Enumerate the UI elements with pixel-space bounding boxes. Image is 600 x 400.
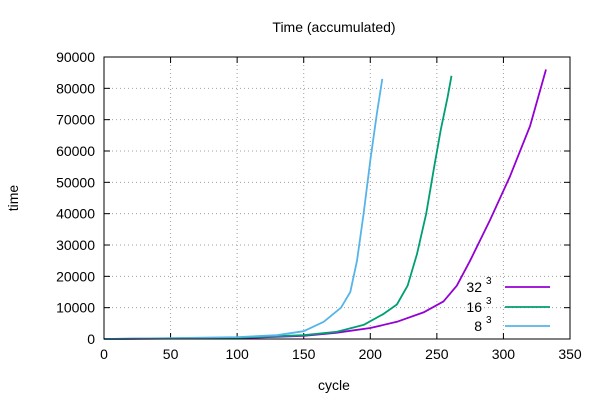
legend-label-32: 32	[466, 279, 482, 295]
y-tick-label: 70000	[56, 112, 95, 128]
x-tick-label: 0	[100, 346, 108, 362]
legend-superscript: 3	[486, 276, 492, 287]
x-tick-label: 50	[163, 346, 179, 362]
legend-label-16: 16	[466, 299, 482, 315]
x-tick-label: 150	[292, 346, 316, 362]
x-tick-label: 100	[225, 346, 249, 362]
x-tick-label: 200	[359, 346, 383, 362]
y-tick-label: 40000	[56, 206, 95, 222]
x-axis-title: cycle	[318, 377, 350, 393]
x-tick-label: 350	[558, 346, 582, 362]
x-tick-label: 300	[492, 346, 516, 362]
y-tick-label: 30000	[56, 237, 95, 253]
y-axis-title: time	[5, 185, 21, 212]
series-line-16	[103, 75, 453, 340]
y-tick-label: 50000	[56, 174, 95, 190]
plot-frame	[103, 56, 571, 340]
y-tick-label: 60000	[56, 143, 95, 159]
series-lines	[103, 69, 547, 340]
y-tick-label: 20000	[56, 268, 95, 284]
legend-superscript: 3	[486, 296, 492, 307]
x-tick-label: 250	[425, 346, 449, 362]
y-tick-label: 80000	[56, 80, 95, 96]
legend: 32 316 38 3	[466, 276, 550, 334]
chart-title: Time (accumulated)	[272, 19, 395, 35]
y-tick-label: 90000	[56, 49, 95, 65]
series-line-8	[103, 78, 384, 340]
axis-ticks: 0 50 100 150 200 250 300 350 0 10000 20000 30000 400…	[56, 49, 582, 362]
legend-label-8: 8	[474, 318, 482, 334]
legend-superscript: 3	[486, 315, 492, 326]
y-tick-label: 0	[87, 331, 95, 347]
y-tick-label: 10000	[56, 300, 95, 316]
